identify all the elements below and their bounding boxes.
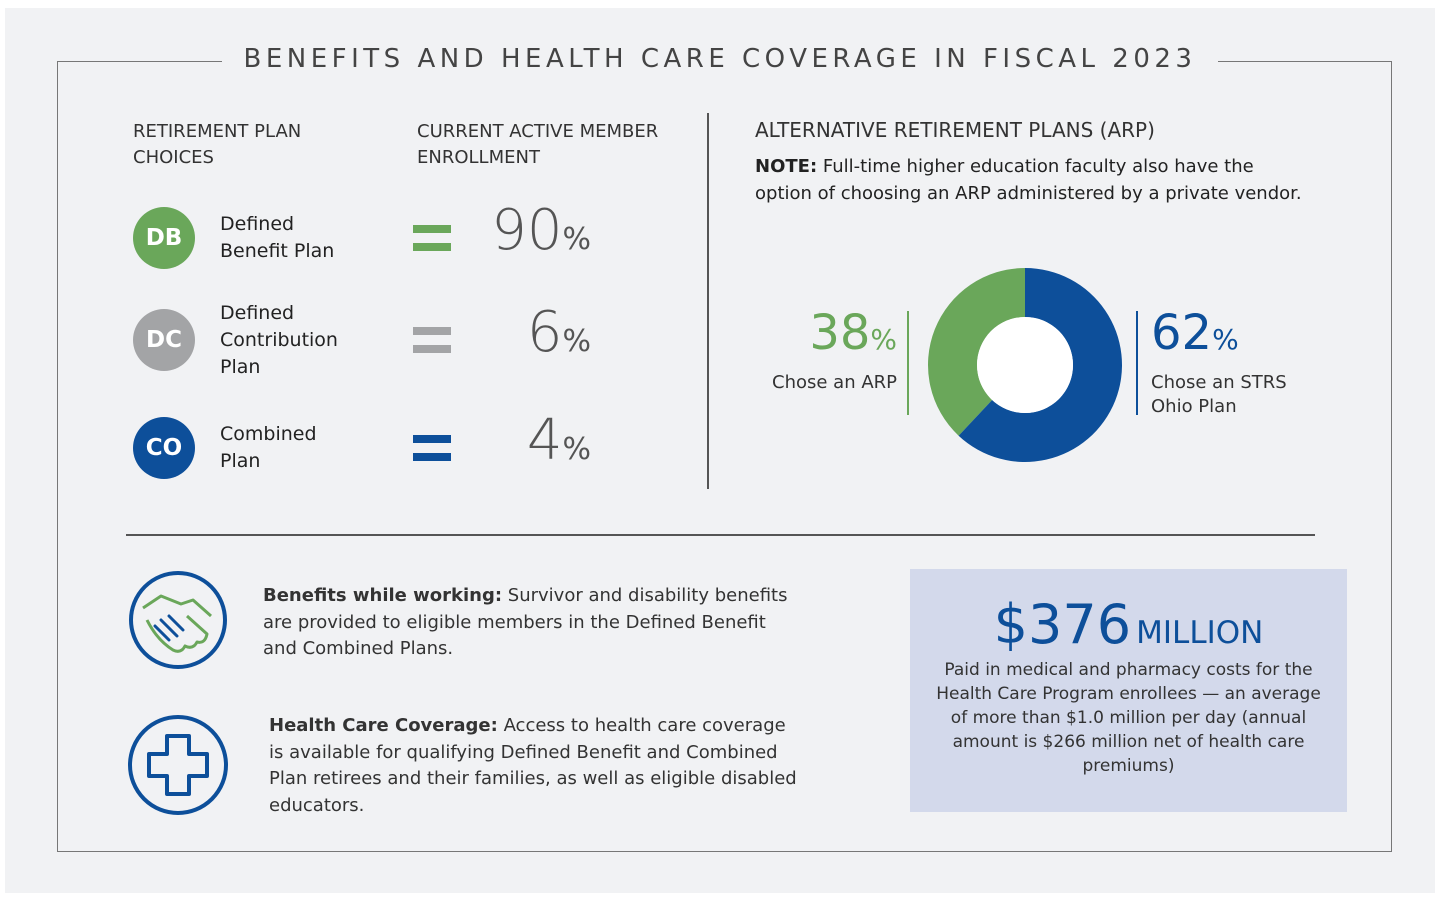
equals-bar: [413, 435, 451, 443]
value: 62: [1151, 305, 1213, 361]
unit: %: [562, 432, 591, 467]
cost-box: $376 MILLION Paid in medical and pharmac…: [910, 569, 1347, 812]
percent: 38%: [772, 306, 897, 371]
divider: [126, 534, 1315, 536]
benefit-body: Survivor and disability benefits are pro…: [263, 585, 788, 659]
equals-bar: [413, 225, 451, 233]
value: 6: [526, 300, 563, 365]
plan-badge: CO: [133, 417, 195, 479]
title-wrap: BENEFITS AND HEALTH CARE COVERAGE IN FIS…: [5, 44, 1435, 74]
pie-label-green: 38% Chose an ARP: [772, 306, 897, 395]
equals-bar: [413, 243, 451, 251]
plan-value: 90%: [455, 198, 591, 263]
column-header: CURRENT ACTIVE MEMBER ENROLLMENT: [417, 121, 659, 168]
unit: %: [1212, 323, 1239, 356]
benefit-body: Access to health care coverage is availa…: [269, 715, 797, 816]
category: Chose an ARP: [772, 372, 897, 393]
pie-label-blue: 62% Chose an STRS Ohio Plan: [1151, 306, 1321, 419]
unit: %: [562, 324, 591, 359]
cost-amount: $376 MILLION: [910, 593, 1347, 656]
arp-title: ALTERNATIVE RETIREMENT PLANS (ARP): [755, 118, 1155, 142]
title: BENEFITS AND HEALTH CARE COVERAGE IN FIS…: [221, 44, 1219, 74]
unit: %: [870, 323, 897, 356]
plan-value: 4%: [455, 408, 591, 473]
value: 4: [526, 408, 563, 473]
note-text: Full-time higher education faculty also …: [755, 156, 1302, 204]
unit: %: [562, 222, 591, 257]
note-label: NOTE:: [755, 156, 818, 177]
infographic: BENEFITS AND HEALTH CARE COVERAGE IN FIS…: [5, 8, 1435, 893]
arp-note: NOTE: Full-time higher education faculty…: [755, 154, 1315, 207]
amount-unit: MILLION: [1136, 615, 1264, 651]
equals-bar: [413, 453, 451, 461]
category: Chose an STRS Ohio Plan: [1151, 372, 1287, 417]
divider: [707, 113, 709, 489]
plan-badge: DC: [133, 309, 195, 371]
plan-name: Defined Benefit Plan: [220, 213, 335, 262]
amount: $376: [993, 593, 1132, 656]
plan-name: Combined Plan: [220, 423, 317, 472]
equals-bar: [413, 327, 451, 335]
plan-badge: DB: [133, 207, 195, 269]
value: 90: [491, 198, 563, 263]
percent: 62%: [1151, 306, 1321, 371]
cost-description: Paid in medical and pharmacy costs for t…: [936, 660, 1321, 776]
equals-bar: [413, 345, 451, 353]
value: 38: [809, 305, 871, 361]
plan-name: Defined Contribution Plan: [220, 301, 338, 378]
benefit-text: Health Care Coverage: Access to health c…: [269, 713, 799, 819]
benefit-label: Benefits while working:: [263, 585, 503, 606]
benefit-text: Benefits while working: Survivor and dis…: [263, 583, 793, 663]
plan-value: 6%: [455, 300, 591, 365]
benefit-label: Health Care Coverage:: [269, 715, 498, 736]
column-header: RETIREMENT PLAN CHOICES: [133, 121, 302, 168]
